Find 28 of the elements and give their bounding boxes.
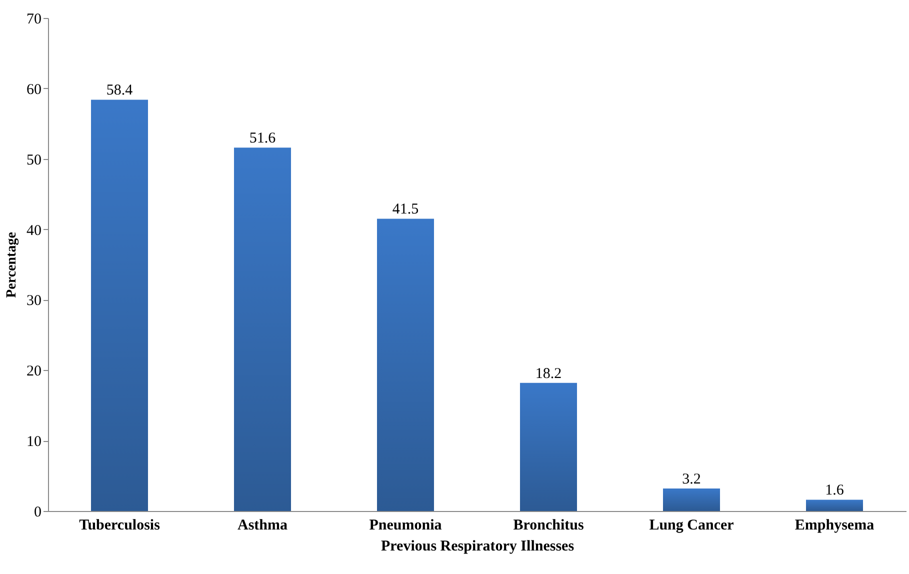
x-tick-label: Tuberculosis <box>79 518 160 534</box>
x-tick-label: Asthma <box>237 518 288 534</box>
data-label: 3.2 <box>682 471 701 488</box>
y-tick-label: 50 <box>26 152 42 168</box>
x-tick-label: Lung Cancer <box>649 518 734 534</box>
y-tick-label: 60 <box>26 82 42 98</box>
bar <box>234 148 291 511</box>
y-tick-label: 10 <box>26 434 42 450</box>
y-tick-label: 40 <box>26 222 42 239</box>
data-label: 51.6 <box>249 130 276 147</box>
bar <box>520 382 577 511</box>
bar <box>377 218 434 511</box>
data-label: 58.4 <box>106 82 134 99</box>
bar <box>91 100 148 511</box>
y-tick-label: 20 <box>26 364 42 380</box>
data-label: 18.2 <box>535 366 562 382</box>
data-label: 1.6 <box>825 482 844 499</box>
x-tick-label: Bronchitus <box>513 518 584 534</box>
y-tick-label: 0 <box>34 504 42 520</box>
y-tick-label: 30 <box>26 293 42 310</box>
x-axis-title: Previous Respiratory Illnesses <box>380 538 574 554</box>
data-label: 41.5 <box>392 202 419 218</box>
bar <box>663 488 720 511</box>
y-tick-label: 70 <box>26 12 42 28</box>
x-tick-label: Emphysema <box>794 518 875 534</box>
bar <box>806 500 863 511</box>
x-tick-label: Pneumonia <box>369 518 442 534</box>
y-axis-title: Percentage <box>4 232 20 298</box>
